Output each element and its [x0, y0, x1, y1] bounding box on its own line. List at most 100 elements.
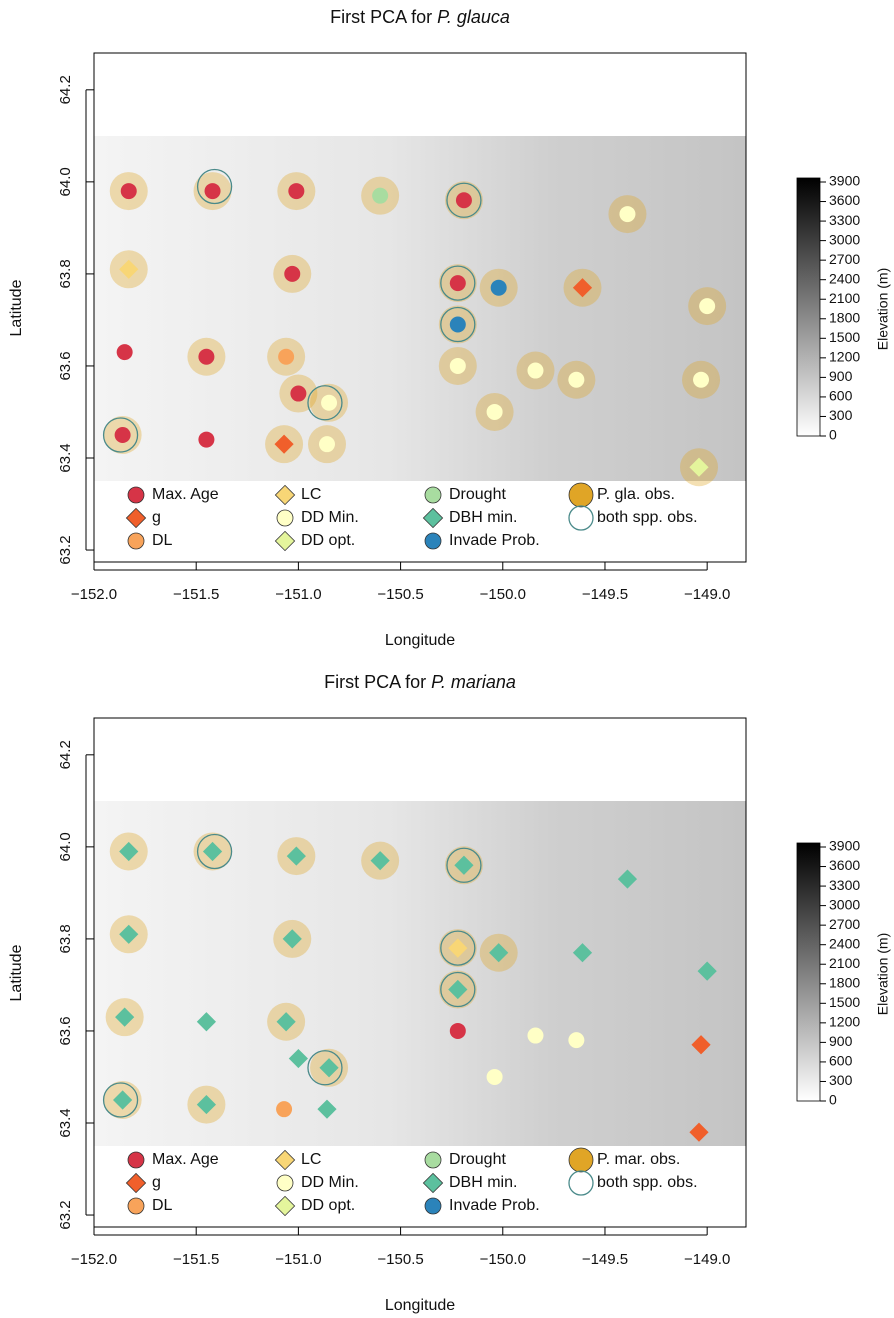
legend-label: DD Min.	[301, 509, 359, 526]
colorbar-tick-label: 1200	[829, 349, 860, 365]
chart: First PCA forP. glauca −152.0 −151.5 −151.0…	[8, 7, 890, 649]
legend-label: Drought	[449, 486, 506, 503]
circle-point	[568, 372, 584, 388]
colorbar-tick-label: 600	[829, 1053, 853, 1069]
colorbar-tick-label: 3000	[829, 896, 860, 912]
colorbar-tick-label: 2100	[829, 955, 860, 971]
elevation-raster	[94, 136, 746, 481]
circle-point	[284, 266, 300, 282]
colorbar-tick-label: 300	[829, 407, 853, 423]
circle-point	[487, 1069, 503, 1085]
x-tick-label: −152.0	[71, 586, 117, 603]
circle-point	[205, 183, 221, 199]
x-tick-label: −150.5	[377, 1251, 423, 1268]
colorbar-tick-label: 3000	[829, 231, 860, 247]
x-tick-label: −149.0	[684, 586, 730, 603]
legend-marker	[128, 487, 144, 503]
colorbar-tick-label: 3300	[829, 212, 860, 228]
colorbar-tick-label: 2700	[829, 251, 860, 267]
legend-marker	[569, 483, 593, 507]
circle-point	[568, 1032, 584, 1048]
legend-label: both spp. obs.	[597, 509, 698, 526]
legend-label: P. gla. obs.	[597, 486, 675, 503]
colorbar-tick-label: 2400	[829, 935, 860, 951]
circle-point	[487, 404, 503, 420]
colorbar-label: Elevation (m)	[875, 268, 891, 350]
y-axis-label: Latitude	[8, 944, 25, 1001]
y-tick-label: 64.2	[57, 740, 74, 769]
circle-point	[450, 317, 466, 333]
x-tick-label: −152.0	[71, 1251, 117, 1268]
legend-label: Invade Prob.	[449, 1197, 540, 1214]
circle-point	[527, 1028, 543, 1044]
x-tick-label: −151.0	[275, 586, 321, 603]
x-tick-label: −149.5	[582, 1251, 628, 1268]
y-tick-label: 63.2	[57, 1200, 74, 1229]
circle-point	[450, 275, 466, 291]
title-species: P. mariana	[431, 672, 516, 692]
y-tick-label: 63.4	[57, 1108, 74, 1137]
legend-label: P. mar. obs.	[597, 1151, 680, 1168]
circle-point	[198, 432, 214, 448]
legend-label: DD opt.	[301, 532, 355, 549]
x-tick-label: −150.0	[480, 586, 526, 603]
circle-point	[699, 298, 715, 314]
title-text: First PCA for	[330, 7, 432, 27]
colorbar-tick-label: 3900	[829, 173, 860, 189]
y-axis-label: Latitude	[8, 279, 25, 336]
circle-point	[450, 358, 466, 374]
y-tick-label: 63.6	[57, 351, 74, 380]
x-tick-label: −151.0	[275, 1251, 321, 1268]
legend-marker	[277, 510, 293, 526]
x-axis-label: Longitude	[385, 632, 455, 649]
y-tick-label: 63.4	[57, 443, 74, 472]
legend-label: DBH min.	[449, 509, 517, 526]
legend-label: LC	[301, 1151, 321, 1168]
legend-label: DBH min.	[449, 1174, 517, 1191]
x-axis-label: Longitude	[385, 1297, 455, 1314]
circle-point	[121, 183, 137, 199]
colorbar	[797, 843, 820, 1101]
x-tick-label: −151.5	[173, 586, 219, 603]
colorbar-tick-label: 2400	[829, 270, 860, 286]
circle-point	[288, 183, 304, 199]
title-species: P. glauca	[437, 7, 510, 27]
colorbar-tick-label: 3900	[829, 838, 860, 854]
legend-label: DL	[152, 1197, 173, 1214]
colorbar-tick-label: 2100	[829, 290, 860, 306]
circle-point	[456, 192, 472, 208]
legend-label: Drought	[449, 1151, 506, 1168]
legend-label: g	[152, 1174, 161, 1191]
x-tick-label: −150.0	[480, 1251, 526, 1268]
y-tick-label: 63.8	[57, 924, 74, 953]
legend-marker	[569, 1148, 593, 1172]
legend-marker	[128, 1198, 144, 1214]
legend-marker	[277, 1175, 293, 1191]
legend-label: LC	[301, 486, 321, 503]
circle-point	[278, 349, 294, 365]
legend-marker	[425, 533, 441, 549]
legend-label: DL	[152, 532, 173, 549]
colorbar-tick-label: 3600	[829, 192, 860, 208]
x-tick-label: −150.5	[377, 586, 423, 603]
circle-point	[491, 280, 507, 296]
colorbar-tick-label: 0	[829, 427, 837, 443]
legend-label: Invade Prob.	[449, 532, 540, 549]
circle-point	[290, 386, 306, 402]
circle-point	[527, 363, 543, 379]
y-tick-label: 64.2	[57, 75, 74, 104]
colorbar-tick-label: 300	[829, 1072, 853, 1088]
x-tick-label: −149.5	[582, 586, 628, 603]
legend-label: DD opt.	[301, 1197, 355, 1214]
colorbar	[797, 178, 820, 436]
y-tick-label: 63.2	[57, 535, 74, 564]
colorbar-tick-label: 900	[829, 1033, 853, 1049]
chart: First PCA forP. mariana−152.0−151.5−151.…	[8, 672, 890, 1314]
colorbar-tick-label: 3600	[829, 857, 860, 873]
legend-label: Max. Age	[152, 1151, 219, 1168]
chart-title: First PCA forP. mariana	[324, 672, 516, 692]
legend-label: Max. Age	[152, 486, 219, 503]
legend-label: both spp. obs.	[597, 1174, 698, 1191]
figure: First PCA forP. glauca −152.0 −151.5 −151.0…	[0, 0, 894, 1318]
